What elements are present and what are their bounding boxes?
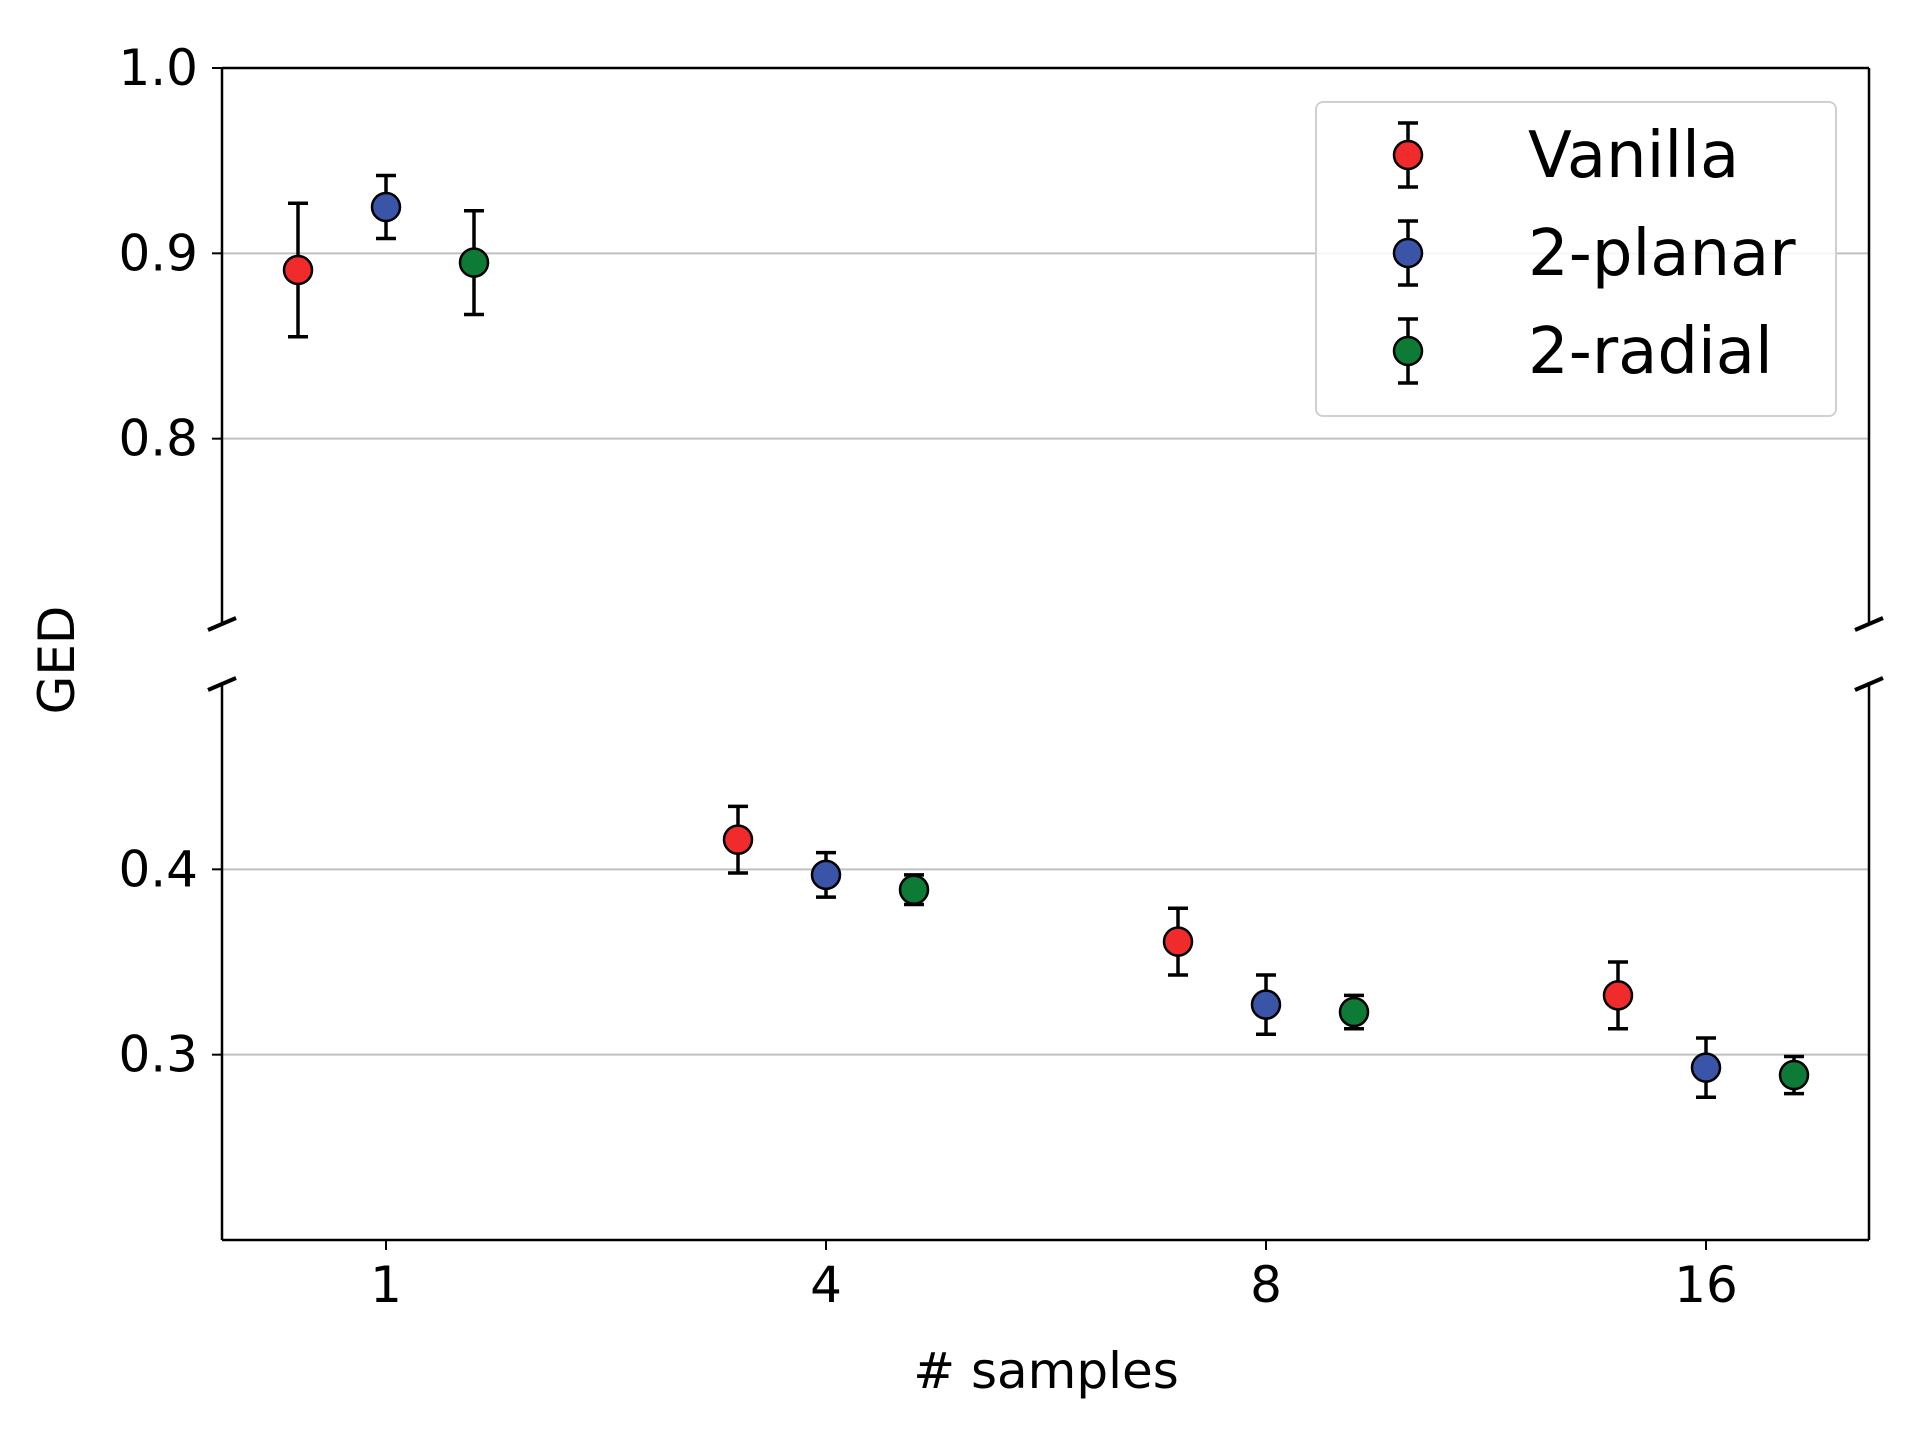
y-axis-title: GED: [28, 606, 86, 715]
axis-break-mark: [1854, 616, 1884, 632]
legend-label: 2-planar: [1528, 217, 1796, 291]
axis-break-mark: [1854, 676, 1884, 692]
x-tick-label: 4: [810, 1256, 842, 1314]
data-point-2-planar: [1250, 989, 1282, 1020]
y-tick-label: 0.4: [118, 840, 198, 898]
y-tick-label: 0.9: [118, 224, 198, 282]
x-tick-label: 1: [370, 1256, 402, 1314]
data-point-vanilla: [1602, 980, 1634, 1011]
legend-marker-2-planar: [1392, 237, 1424, 269]
x-tick-label: 8: [1250, 1256, 1282, 1314]
data-series: [282, 173, 1810, 1100]
y-tick-label: 0.8: [118, 410, 198, 468]
data-point-2-radial: [1778, 1059, 1810, 1091]
y-tick-label: 1.0: [118, 39, 198, 97]
data-point-2-planar: [370, 191, 402, 223]
legend-marker-2-radial: [1392, 335, 1424, 367]
axis-break-mark: [207, 616, 237, 632]
data-point-2-radial: [898, 874, 930, 905]
legend-label: Vanilla: [1528, 119, 1739, 193]
data-point-vanilla: [282, 254, 314, 286]
legend: Vanilla 2-planar 2-radial: [1315, 101, 1837, 417]
data-point-2-radial: [458, 247, 490, 278]
data-point-2-planar: [1690, 1052, 1722, 1083]
ticks: 0.8 0.9 1.0 0.3 0.4 1 4 8 16: [118, 39, 1737, 1314]
x-axis-title: # samples: [913, 1342, 1179, 1400]
data-point-vanilla: [1162, 926, 1194, 957]
y-tick-label: 0.3: [118, 1026, 198, 1084]
axes: [207, 66, 1884, 1242]
x-tick-label: 16: [1674, 1256, 1738, 1314]
data-point-vanilla: [722, 824, 754, 855]
legend-label: 2-radial: [1528, 315, 1773, 389]
legend-marker-vanilla: [1392, 139, 1424, 171]
data-point-2-radial: [1338, 996, 1370, 1028]
legend-box: [1315, 101, 1837, 417]
axis-break-mark: [207, 676, 237, 692]
data-point-2-planar: [810, 859, 842, 891]
